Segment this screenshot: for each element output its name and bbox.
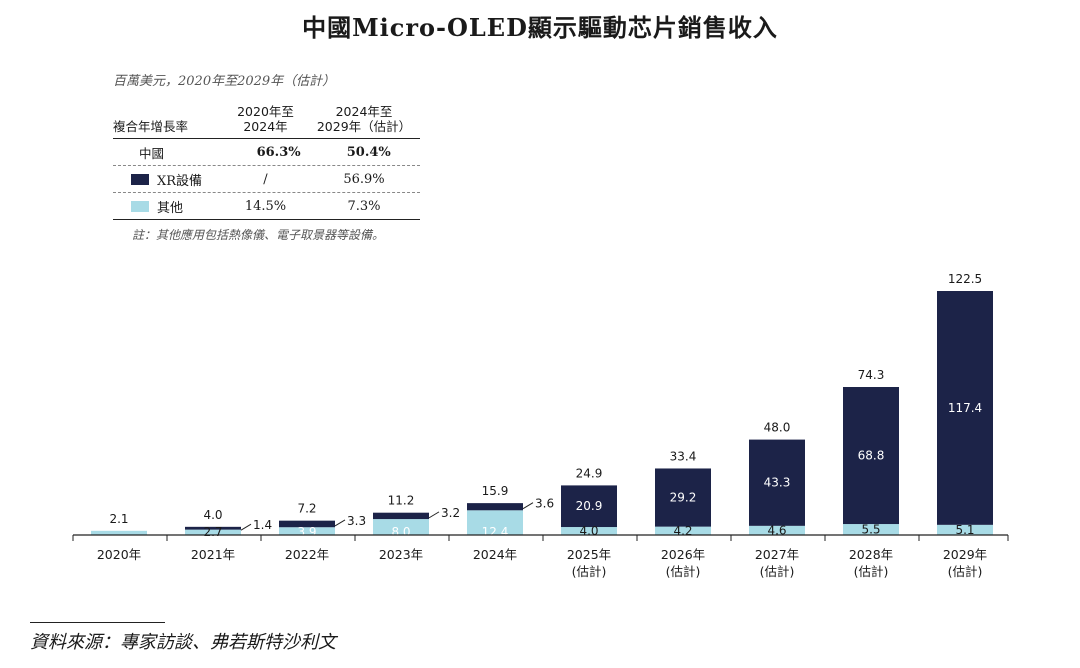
bar-segment-xr — [655, 468, 711, 527]
x-tick-label: 2020年 — [97, 547, 141, 562]
cagr-row-xr: XR設備 / 56.9% — [113, 166, 420, 193]
total-label: 15.9 — [482, 484, 509, 498]
segment-label-xr: 43.3 — [764, 476, 791, 490]
cagr-row-label: 中國 — [139, 145, 165, 161]
segment-label-other: 3.9 — [297, 525, 316, 539]
x-tick-label: 2028年 — [849, 547, 893, 562]
total-label: 7.2 — [297, 502, 316, 516]
cagr-header-row: 複合年增長率 2020年至 2024年 2024年至 2029年（估計） — [113, 94, 420, 139]
leader-line — [522, 502, 534, 510]
bar-segment-xr — [467, 503, 523, 511]
bar-segment-xr — [937, 291, 993, 525]
legend-swatch-xr — [131, 173, 149, 185]
segment-label-other: 2.7 — [203, 525, 222, 539]
x-tick-label: 2026年 — [661, 547, 705, 562]
cagr-header-col2-line2: 2029年（估計） — [316, 119, 412, 134]
x-tick-label: 2022年 — [285, 547, 329, 562]
x-tick-label: 2029年 — [943, 547, 987, 562]
segment-label-other: 4.2 — [673, 524, 692, 538]
x-tick-sublabel: (估計) — [854, 564, 889, 579]
segment-label-xr: 1.4 — [253, 518, 272, 532]
cagr-header-col1-line1: 2020年至 — [237, 104, 294, 119]
cagr-header-label: 複合年增長率 — [113, 119, 189, 134]
cagr-row-other: 其他 14.5% 7.3% — [113, 193, 420, 220]
cagr-row-value: 50.4% — [346, 144, 391, 160]
total-label: 48.0 — [764, 421, 791, 435]
bar-segment-other — [467, 510, 523, 535]
segment-label-xr: 117.4 — [948, 401, 982, 415]
unit-note: 百萬美元，2020年至2029年（估計） — [113, 74, 336, 89]
cagr-header-col1-line2: 2024年 — [243, 119, 288, 134]
bar-segment-other — [373, 519, 429, 535]
leader-line — [428, 511, 440, 519]
cagr-row-label-cell: 其他 — [113, 197, 223, 216]
bar-segment-xr — [185, 526, 241, 530]
cagr-row-value: 14.5% — [244, 198, 287, 214]
bar-segment-other — [655, 526, 711, 535]
segment-label-xr: 3.3 — [347, 514, 366, 528]
segment-label-other: 4.6 — [767, 523, 786, 537]
segment-label-xr: 20.9 — [576, 499, 603, 513]
cagr-row-value: / — [263, 171, 268, 187]
source-note: 資料來源：專家訪談、弗若斯特沙利文 — [30, 632, 336, 653]
bar-segment-other — [843, 524, 899, 535]
total-label: 74.3 — [858, 368, 885, 382]
segment-label-xr: 68.8 — [858, 449, 885, 463]
cagr-row-value: 56.9% — [343, 171, 385, 187]
x-tick-sublabel: (估計) — [666, 564, 701, 579]
cagr-table: 複合年增長率 2020年至 2024年 2024年至 2029年（估計） 中國 … — [113, 94, 420, 220]
footnote: 註：其他應用包括熱像儀、電子取景器等設備。 — [132, 228, 385, 242]
segment-label-other: 4.0 — [579, 524, 598, 538]
segment-label-xr: 29.2 — [670, 491, 697, 505]
bar-segment-xr — [373, 512, 429, 520]
bar-segment-other — [749, 525, 805, 535]
bar-segment-xr — [279, 520, 335, 528]
bar-segment-other — [185, 529, 241, 535]
leader-line — [240, 523, 252, 531]
bar-segment-xr — [561, 485, 617, 528]
x-tick-sublabel: (估計) — [572, 564, 607, 579]
leader-line — [334, 519, 346, 527]
bar-segment-other — [937, 524, 993, 535]
cagr-header-col2-line1: 2024年至 — [335, 104, 393, 119]
cagr-header-col2: 2024年至 2029年（估計） — [308, 104, 420, 134]
source-divider — [30, 622, 165, 623]
total-label: 33.4 — [670, 449, 697, 463]
chart-title: 中國Micro-OLED顯示驅動芯片銷售收入 — [302, 13, 778, 42]
cagr-row-value: 66.3% — [256, 144, 301, 160]
total-label: 24.9 — [576, 466, 603, 480]
x-tick-label: 2027年 — [755, 547, 799, 562]
total-label: 4.0 — [203, 508, 222, 522]
cagr-row-label: 其他 — [157, 200, 184, 216]
cagr-row-label-cell: XR設備 — [113, 170, 223, 189]
segment-label-xr: 3.6 — [535, 497, 554, 511]
segment-label-other: 5.5 — [861, 523, 880, 537]
legend-swatch-other — [131, 200, 149, 212]
bar-segment-other — [561, 527, 617, 535]
bar-segment-other — [279, 527, 335, 535]
segment-label-xr: 3.2 — [441, 506, 460, 520]
cagr-row-label: XR設備 — [157, 173, 203, 189]
x-tick-label: 2025年 — [567, 547, 611, 562]
total-label: 122.5 — [948, 272, 982, 286]
total-label: 2.1 — [109, 512, 128, 526]
bar-segment-xr — [749, 439, 805, 526]
cagr-header-col1: 2020年至 2024年 — [223, 104, 308, 134]
segment-label-other: 12.4 — [482, 525, 509, 539]
cagr-row-value: 7.3% — [347, 198, 381, 214]
bar-segment-other — [91, 530, 147, 535]
x-tick-label: 2023年 — [379, 547, 423, 562]
bar-segment-xr — [843, 387, 899, 525]
cagr-row-china: 中國 66.3% 50.4% — [113, 139, 420, 166]
x-tick-label: 2021年 — [191, 547, 235, 562]
segment-label-other: 5.1 — [955, 523, 974, 537]
x-tick-sublabel: (估計) — [760, 564, 795, 579]
total-label: 11.2 — [388, 494, 415, 508]
x-tick-sublabel: (估計) — [948, 564, 983, 579]
x-tick-label: 2024年 — [473, 547, 517, 562]
segment-label-other: 8.0 — [391, 525, 410, 539]
